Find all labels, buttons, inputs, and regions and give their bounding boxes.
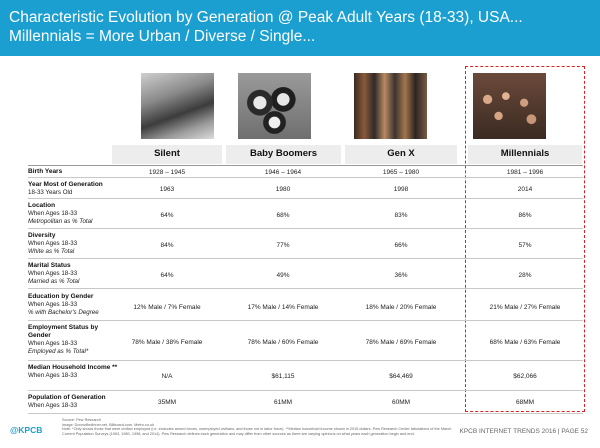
column-header-baby-boomers: Baby Boomers — [226, 145, 341, 164]
column-header-millennials: Millennials — [468, 145, 582, 164]
silent-generation-photo — [141, 73, 214, 139]
table-cell: 68% — [276, 212, 290, 219]
table-cell: $61,115 — [271, 373, 295, 380]
column-header-silent: Silent — [112, 145, 222, 164]
millennials-highlight-box — [465, 66, 585, 412]
table-cell: 36% — [394, 272, 408, 279]
table-cell: 1963 — [159, 186, 175, 193]
table-cell: 84% — [160, 242, 174, 249]
table-rule — [28, 413, 583, 414]
table-cell: 28% — [518, 272, 532, 279]
table-cell: 12% Male / 7% Female — [133, 304, 201, 311]
table-cell: 49% — [276, 272, 290, 279]
table-cell: 68MM — [515, 399, 535, 406]
table-cell: 1946 – 1964 — [264, 169, 302, 176]
table-cell: N/A — [161, 373, 173, 380]
row-label-education: Education by Gender When Ages 18-33 % wi… — [28, 293, 99, 316]
table-cell: 66% — [394, 242, 408, 249]
footnotes: Source: Pew Research Image: Doonvilledin… — [62, 418, 452, 436]
table-cell: 57% — [518, 242, 532, 249]
table-cell: 78% Male / 60% Female — [247, 339, 319, 346]
table-cell: 77% — [276, 242, 290, 249]
millennials-photo — [473, 73, 546, 139]
methodology-note: Note: *Only shows those that were civili… — [62, 427, 452, 436]
table-rule — [28, 360, 583, 361]
row-label-year-most: Year Most of Generation 18-33 Years Old — [28, 181, 103, 196]
table-cell: 61MM — [273, 399, 293, 406]
table-cell: 60MM — [391, 399, 411, 406]
row-label-employment: Employment Status by Gender When Ages 18… — [28, 324, 99, 355]
source-note: Source: Pew Research — [62, 418, 101, 422]
table-rule — [28, 390, 583, 391]
table-cell: 64% — [160, 272, 174, 279]
table-cell: 1980 — [275, 186, 291, 193]
row-label-birth-years: Birth Years — [28, 168, 63, 175]
row-label-diversity: Diversity When Ages 18-33 White as % Tot… — [28, 232, 78, 255]
table-rule — [28, 288, 583, 289]
row-label-marital-status: Marital Status When Ages 18-33 Married a… — [28, 262, 80, 285]
image-credit: Image: Doonvilledinner.net, Billboard.co… — [62, 422, 155, 427]
table-cell: 17% Male / 14% Female — [247, 304, 319, 311]
title-line-2: Millennials = More Urban / Diverse / Sin… — [9, 28, 316, 45]
table-cell: 1981 – 1996 — [506, 169, 544, 176]
table-cell: 18% Male / 20% Female — [365, 304, 437, 311]
row-label-location: Location When Ages 18-33 Metropolitan as… — [28, 202, 93, 225]
table-cell: 86% — [518, 212, 532, 219]
table-cell: 64% — [160, 212, 174, 219]
table-cell: 21% Male / 27% Female — [489, 304, 561, 311]
table-rule — [28, 165, 583, 166]
table-cell: 1965 – 1980 — [382, 169, 420, 176]
title-banner: Characteristic Evolution by Generation @… — [0, 0, 600, 56]
baby-boomers-photo — [238, 73, 311, 139]
table-rule — [28, 198, 583, 199]
table-cell: 78% Male / 38% Female — [131, 339, 203, 346]
row-label-income: Median Household Income ** When Ages 18-… — [28, 364, 118, 379]
table-rule — [28, 258, 583, 259]
table-cell: 83% — [394, 212, 408, 219]
kpcb-logo: @KPCB — [10, 425, 43, 435]
row-label-population: Population of Generation When Ages 18-33 — [28, 394, 106, 409]
title-line-1: Characteristic Evolution by Generation @… — [9, 9, 523, 26]
page-label: KPCB INTERNET TRENDS 2016 | PAGE 52 — [459, 428, 588, 435]
column-header-gen-x: Gen X — [345, 145, 457, 164]
table-cell: 78% Male / 69% Female — [365, 339, 437, 346]
table-cell: 1928 – 1945 — [148, 169, 186, 176]
table-rule — [28, 320, 583, 321]
table-cell: $62,066 — [513, 373, 537, 380]
table-cell: 1998 — [393, 186, 409, 193]
table-cell: 35MM — [157, 399, 177, 406]
table-cell: $64,469 — [389, 373, 413, 380]
table-cell: 2014 — [517, 186, 533, 193]
table-rule — [28, 177, 583, 178]
table-rule — [28, 228, 583, 229]
gen-x-photo — [354, 73, 427, 139]
table-cell: 68% Male / 63% Female — [489, 339, 561, 346]
